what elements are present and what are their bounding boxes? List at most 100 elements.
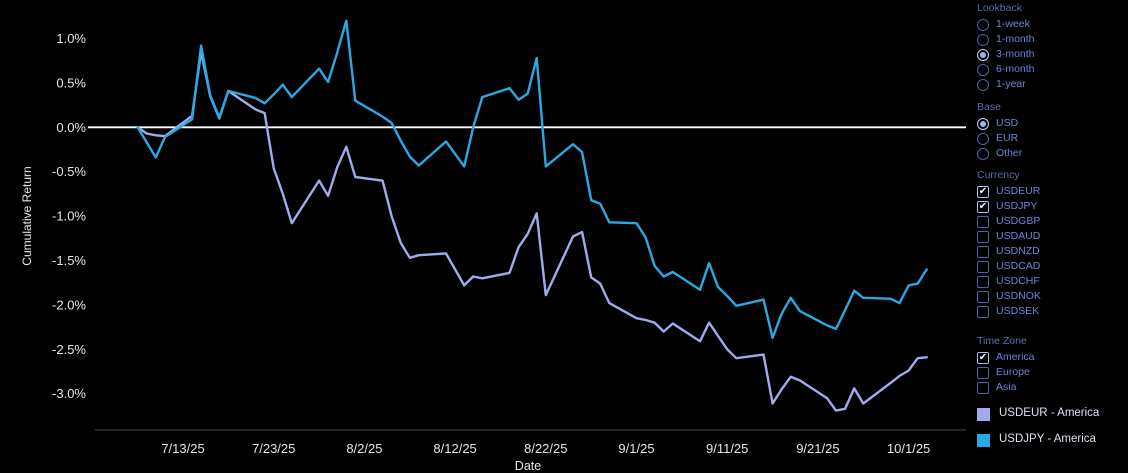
currency-section: Currency ✔ USDEUR ✔ USDJPY USDGBP USDAUD USDNZ… bbox=[977, 169, 1041, 319]
y-tick-label: 1.0% bbox=[56, 31, 86, 46]
timezone-section: Time Zone ✔ America Europe Asia bbox=[977, 335, 1035, 395]
currency-option-label: USDCHF bbox=[996, 275, 1040, 288]
checkbox-unchecked-icon[interactable] bbox=[977, 381, 989, 394]
checkbox-unchecked-icon[interactable] bbox=[977, 260, 989, 273]
lookback-option-label: 6-month bbox=[996, 63, 1035, 76]
base-option-label: EUR bbox=[996, 132, 1019, 145]
timezone-option-label: America bbox=[996, 351, 1035, 364]
radio-dot-icon bbox=[980, 51, 986, 58]
radio-unselected-icon[interactable] bbox=[977, 18, 989, 31]
lookback-section: Lookback 1-week 1-month 3-month 6-month 1-ye… bbox=[977, 2, 1035, 92]
legend-label: USDEUR - America bbox=[999, 407, 1100, 420]
lookback-option-1-month[interactable]: 1-month bbox=[977, 32, 1035, 47]
lookback-option-1-week[interactable]: 1-week bbox=[977, 17, 1035, 32]
lookback-option-6-month[interactable]: 6-month bbox=[977, 62, 1035, 77]
legend-rows: USDEUR - America USDJPY - America bbox=[977, 407, 1099, 447]
timezone-options: ✔ America Europe Asia bbox=[977, 350, 1035, 395]
radio-unselected-icon[interactable] bbox=[977, 78, 989, 91]
radio-unselected-icon[interactable] bbox=[977, 33, 989, 46]
x-tick-label: 9/11/25 bbox=[706, 441, 748, 456]
control-panel: Lookback 1-week 1-month 3-month 6-month 1-ye… bbox=[977, 0, 1127, 473]
timezone-option-europe[interactable]: Europe bbox=[977, 365, 1035, 380]
x-tick-label: 8/22/25 bbox=[524, 441, 567, 456]
usdeur-line bbox=[136, 50, 928, 412]
base-option-label: USD bbox=[996, 117, 1019, 130]
base-option-eur[interactable]: EUR bbox=[977, 131, 1022, 146]
currency-title: Currency bbox=[977, 169, 1020, 181]
currency-option-label: USDCAD bbox=[996, 260, 1041, 273]
x-tick-label: 9/21/25 bbox=[796, 441, 839, 456]
radio-selected-icon[interactable] bbox=[977, 117, 989, 130]
x-tick-label: 7/23/25 bbox=[252, 441, 295, 456]
lookback-title: Lookback bbox=[977, 2, 1022, 14]
currency-option-usdeur[interactable]: ✔ USDEUR bbox=[977, 184, 1041, 199]
checkbox-unchecked-icon[interactable] bbox=[977, 305, 989, 318]
checkbox-unchecked-icon[interactable] bbox=[977, 366, 989, 379]
checkbox-unchecked-icon[interactable] bbox=[977, 215, 989, 228]
currency-option-label: USDEUR bbox=[996, 185, 1041, 198]
y-tick-label: -0.5% bbox=[52, 164, 86, 179]
y-tick-label: -2.0% bbox=[52, 297, 86, 312]
currency-option-usdaud[interactable]: USDAUD bbox=[977, 229, 1041, 244]
checkbox-unchecked-icon[interactable] bbox=[977, 230, 989, 243]
currency-option-usdnok[interactable]: USDNOK bbox=[977, 289, 1041, 304]
radio-unselected-icon[interactable] bbox=[977, 63, 989, 76]
x-tick-label: 9/1/25 bbox=[618, 441, 654, 456]
radio-dot-icon bbox=[980, 120, 986, 127]
chart-legend: USDEUR - America USDJPY - America bbox=[977, 407, 1099, 459]
x-axis-title: Date bbox=[515, 459, 541, 473]
currency-option-usdsek[interactable]: USDSEK bbox=[977, 304, 1041, 319]
y-tick-label: 0.0% bbox=[56, 120, 86, 135]
checkbox-checked-icon[interactable]: ✔ bbox=[977, 351, 989, 364]
currency-option-label: USDJPY bbox=[996, 200, 1038, 213]
currency-option-label: USDGBP bbox=[996, 215, 1041, 228]
x-tick-label: 10/1/25 bbox=[887, 441, 930, 456]
checkbox-unchecked-icon[interactable] bbox=[977, 245, 989, 258]
legend-item: USDEUR - America bbox=[977, 407, 1099, 421]
y-tick-label: -3.0% bbox=[52, 386, 86, 401]
usdjpy-line bbox=[136, 19, 928, 339]
y-tick-label: -2.5% bbox=[52, 342, 86, 357]
lookback-option-3-month[interactable]: 3-month bbox=[977, 47, 1035, 62]
base-section: Base USD EUR Other bbox=[977, 101, 1022, 161]
checkbox-checked-icon[interactable]: ✔ bbox=[977, 185, 989, 198]
lookback-option-label: 3-month bbox=[996, 48, 1035, 61]
checkbox-unchecked-icon[interactable] bbox=[977, 290, 989, 303]
base-title: Base bbox=[977, 101, 1001, 113]
timezone-title: Time Zone bbox=[977, 335, 1027, 347]
currency-option-usdcad[interactable]: USDCAD bbox=[977, 259, 1041, 274]
radio-unselected-icon[interactable] bbox=[977, 147, 989, 160]
currency-option-label: USDNZD bbox=[996, 245, 1040, 258]
lookback-option-label: 1-year bbox=[996, 78, 1026, 91]
lookback-option-1-year[interactable]: 1-year bbox=[977, 77, 1035, 92]
legend-swatch-icon bbox=[977, 407, 990, 421]
checkbox-unchecked-icon[interactable] bbox=[977, 275, 989, 288]
lookback-option-label: 1-month bbox=[996, 33, 1035, 46]
lookback-option-label: 1-week bbox=[996, 18, 1030, 31]
timezone-option-america[interactable]: ✔ America bbox=[977, 350, 1035, 365]
legend-swatch-icon bbox=[977, 433, 990, 447]
currency-option-label: USDNOK bbox=[996, 290, 1041, 303]
currency-option-usdchf[interactable]: USDCHF bbox=[977, 274, 1041, 289]
legend-label: USDJPY - America bbox=[999, 433, 1096, 446]
timezone-option-label: Asia bbox=[996, 381, 1017, 394]
radio-selected-icon[interactable] bbox=[977, 48, 989, 61]
base-option-other[interactable]: Other bbox=[977, 146, 1022, 161]
currency-options: ✔ USDEUR ✔ USDJPY USDGBP USDAUD USDNZD USDCAD US… bbox=[977, 184, 1041, 319]
base-options: USD EUR Other bbox=[977, 116, 1022, 161]
radio-unselected-icon[interactable] bbox=[977, 132, 989, 145]
x-tick-label: 8/12/25 bbox=[433, 441, 476, 456]
legend-item: USDJPY - America bbox=[977, 433, 1099, 447]
checkbox-checked-icon[interactable]: ✔ bbox=[977, 200, 989, 213]
currency-option-label: USDSEK bbox=[996, 305, 1040, 318]
currency-option-usdjpy[interactable]: ✔ USDJPY bbox=[977, 199, 1041, 214]
y-tick-label: -1.0% bbox=[52, 209, 86, 224]
currency-option-usdnzd[interactable]: USDNZD bbox=[977, 244, 1041, 259]
timezone-option-asia[interactable]: Asia bbox=[977, 380, 1035, 395]
y-tick-label: -1.5% bbox=[52, 253, 86, 268]
y-axis-title: Cumulative Return bbox=[20, 166, 34, 265]
currency-option-usdgbp[interactable]: USDGBP bbox=[977, 214, 1041, 229]
base-option-usd[interactable]: USD bbox=[977, 116, 1022, 131]
y-tick-label: 0.5% bbox=[56, 75, 86, 90]
